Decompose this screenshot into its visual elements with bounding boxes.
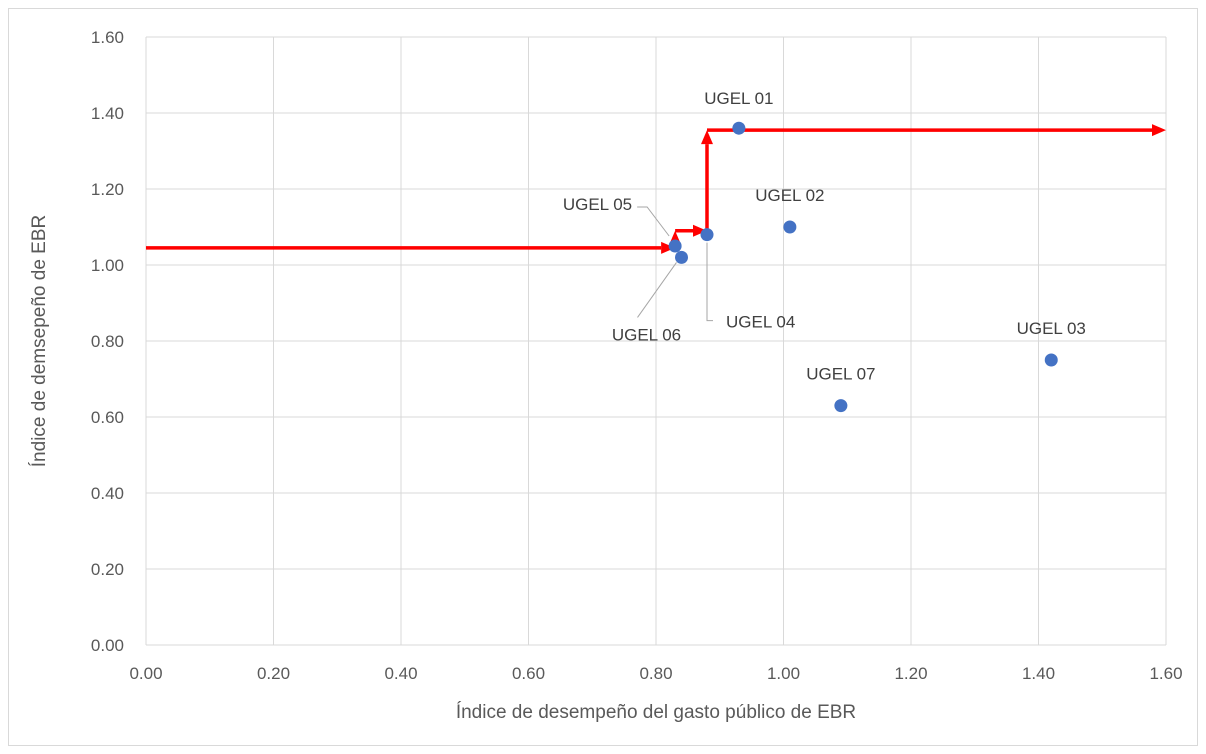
y-tick-label: 1.00 xyxy=(91,256,124,275)
point-label: UGEL 07 xyxy=(806,365,875,384)
frontier-arrowhead xyxy=(701,130,713,145)
data-point xyxy=(732,121,746,135)
frontier-arrowhead xyxy=(1152,124,1166,137)
point-labels: UGEL 01 UGEL 02 UGEL 03 UGEL 04 UGEL 05 UGEL … xyxy=(563,89,1086,383)
y-tick-label: 0.60 xyxy=(91,408,124,427)
point-label: UGEL 06 xyxy=(612,325,681,344)
y-tick-label: 1.60 xyxy=(91,28,124,47)
y-tick-labels: 0.00 0.20 0.40 0.60 0.80 1.00 1.20 1.40 1.60 xyxy=(91,28,124,655)
x-tick-label: 0.80 xyxy=(639,664,672,683)
x-tick-label: 1.60 xyxy=(1149,664,1182,683)
x-tick-label: 0.60 xyxy=(512,664,545,683)
y-axis-title: Índice de demsepeño de EBR xyxy=(29,215,50,467)
x-tick-labels: 0.00 0.20 0.40 0.60 0.80 1.00 1.20 1.40 1.60 xyxy=(129,664,1182,683)
point-label: UGEL 05 xyxy=(563,195,632,214)
x-tick-label: 1.40 xyxy=(1022,664,1055,683)
y-tick-label: 0.40 xyxy=(91,484,124,503)
gridlines xyxy=(145,36,1167,646)
data-point xyxy=(675,250,688,264)
data-point xyxy=(783,220,797,234)
x-tick-label: 1.00 xyxy=(767,664,800,683)
y-tick-label: 1.40 xyxy=(91,104,124,123)
leader-line xyxy=(637,206,670,237)
x-tick-label: 0.00 xyxy=(129,664,162,683)
y-tick-label: 0.00 xyxy=(91,636,124,655)
frontier-arrowhead xyxy=(693,224,707,237)
x-axis-title: Índice de desempeño del gasto público de… xyxy=(456,702,856,723)
point-label: UGEL 01 xyxy=(704,89,773,108)
data-point xyxy=(700,228,714,242)
point-label: UGEL 04 xyxy=(726,313,795,332)
x-tick-label: 0.40 xyxy=(384,664,417,683)
leader-line xyxy=(637,262,677,318)
y-tick-label: 0.80 xyxy=(91,332,124,351)
leader-line xyxy=(706,242,713,322)
label-leader-lines xyxy=(637,206,713,322)
y-tick-label: 1.20 xyxy=(91,180,124,199)
point-label: UGEL 03 xyxy=(1017,319,1086,338)
data-points xyxy=(668,121,1058,413)
point-label: UGEL 02 xyxy=(755,186,824,205)
frontier-arrowhead xyxy=(661,241,676,254)
x-tick-label: 0.20 xyxy=(257,664,290,683)
data-point xyxy=(834,399,848,413)
y-tick-label: 0.20 xyxy=(91,560,124,579)
x-tick-label: 1.20 xyxy=(894,664,927,683)
data-point xyxy=(1044,353,1058,367)
data-point xyxy=(668,239,682,253)
